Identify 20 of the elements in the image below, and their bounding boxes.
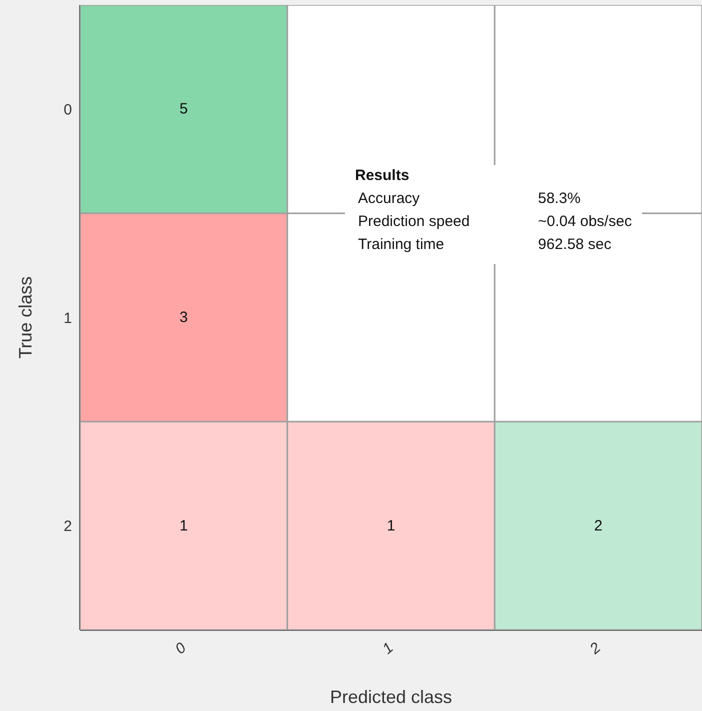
- annotation: 962.58 sec: [538, 235, 612, 255]
- data-label: 1: [386, 517, 396, 534]
- x-tick-label: 0: [172, 638, 190, 658]
- data-label: 5: [179, 100, 188, 118]
- data-label: 3: [179, 309, 188, 326]
- x-tick-label: 1: [379, 639, 397, 658]
- y-axis-title: True class: [15, 276, 36, 359]
- data-label: 2: [594, 517, 603, 534]
- annotation: 58.3%: [538, 189, 581, 209]
- annotation: Accuracy: [358, 189, 421, 209]
- annotation: Results: [355, 167, 410, 184]
- annotation: ~0.04 obs/sec: [538, 212, 632, 232]
- annotation: Training time: [358, 235, 446, 255]
- y-tick-label: 2: [64, 518, 72, 536]
- y-tick-label: 1: [64, 310, 72, 327]
- x-tick-label: 2: [586, 638, 605, 658]
- annotation: Prediction speed: [358, 212, 471, 232]
- y-tick-label: 0: [64, 101, 72, 118]
- data-label: 1: [179, 517, 188, 534]
- x-axis-title: Predicted class: [330, 687, 452, 707]
